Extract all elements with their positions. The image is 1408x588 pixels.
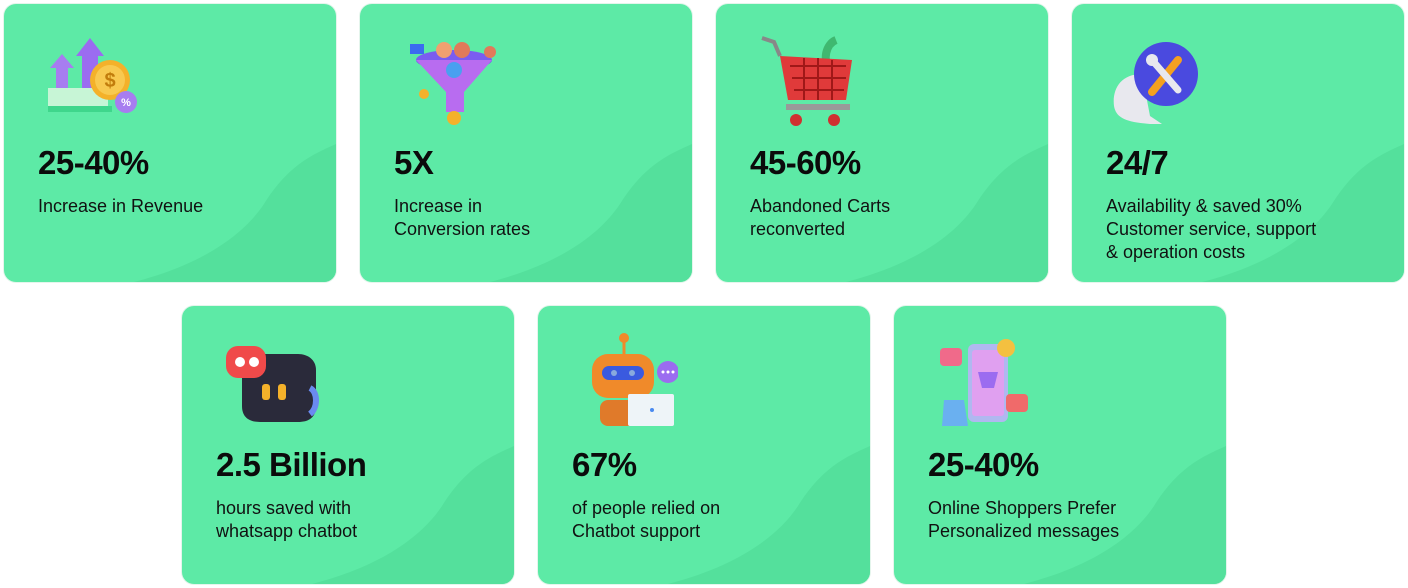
stat-value: 5X — [394, 144, 434, 181]
stat-card: 24/7 Availability & saved 30% Customer se… — [1072, 4, 1404, 282]
description-line: Customer service, support — [1106, 219, 1317, 239]
stat-card: $ % 25-40% Increase in Revenue — [4, 4, 336, 282]
stat-description: of people relied on Chatbot support — [572, 497, 720, 543]
description-line: Availability & saved 30% — [1106, 196, 1302, 216]
description-line: Increase in Revenue — [38, 196, 204, 216]
stat-value: 2.5 Billion — [216, 446, 367, 483]
card-wave — [134, 144, 336, 282]
description-line: whatsapp chatbot — [216, 521, 358, 541]
stat-value: 25-40% — [928, 446, 1039, 483]
description-line: of people relied on — [572, 498, 721, 518]
card-wave — [668, 446, 870, 584]
card-wave — [846, 144, 1048, 282]
description-line: & operation costs — [1106, 242, 1246, 262]
shopping-icon — [940, 339, 1028, 426]
robot-icon — [592, 333, 678, 426]
card-wave — [1202, 144, 1404, 282]
stat-value: 67% — [572, 446, 637, 483]
description-line: hours saved with — [216, 498, 352, 518]
funnel-icon — [410, 42, 496, 125]
description-line: reconverted — [750, 219, 846, 239]
revenue-icon: $ % — [48, 38, 137, 113]
description-line: Chatbot support — [572, 521, 701, 541]
cart-icon — [761, 36, 852, 126]
stat-value: 24/7 — [1106, 144, 1169, 181]
description-line: Abandoned Carts — [750, 196, 891, 216]
stat-card: 25-40% Online Shoppers Prefer Personalize… — [894, 306, 1226, 584]
stat-value: 25-40% — [38, 144, 149, 181]
description-line: Personalized messages — [928, 521, 1120, 541]
stat-value: 45-60% — [750, 144, 861, 181]
stat-card: 67% of people relied on Chatbot support — [538, 306, 870, 584]
stat-description: Increase in Conversion rates — [394, 195, 530, 241]
support-icon — [1113, 42, 1198, 124]
svg-text:$: $ — [104, 70, 115, 92]
stat-description: Availability & saved 30% Customer service… — [1106, 195, 1316, 264]
stat-card: 5X Increase in Conversion rates — [360, 4, 692, 282]
stat-description: Online Shoppers Prefer Personalized messa… — [928, 497, 1119, 543]
stat-description: Increase in Revenue — [38, 195, 203, 218]
stat-card: 2.5 Billion hours saved with whatsapp cha… — [182, 306, 514, 584]
card-wave — [490, 144, 692, 282]
svg-text:%: % — [121, 97, 131, 109]
description-line: Online Shoppers Prefer — [928, 498, 1117, 518]
stat-description: hours saved with whatsapp chatbot — [216, 497, 357, 543]
card-wave — [312, 446, 514, 584]
stat-description: Abandoned Carts reconverted — [750, 195, 890, 241]
description-line: Increase in — [394, 196, 483, 216]
card-wave — [1024, 446, 1226, 584]
description-line: Conversion rates — [394, 219, 531, 239]
stat-card: 45-60% Abandoned Carts reconverted — [716, 4, 1048, 282]
chatbot-icon — [226, 346, 319, 422]
